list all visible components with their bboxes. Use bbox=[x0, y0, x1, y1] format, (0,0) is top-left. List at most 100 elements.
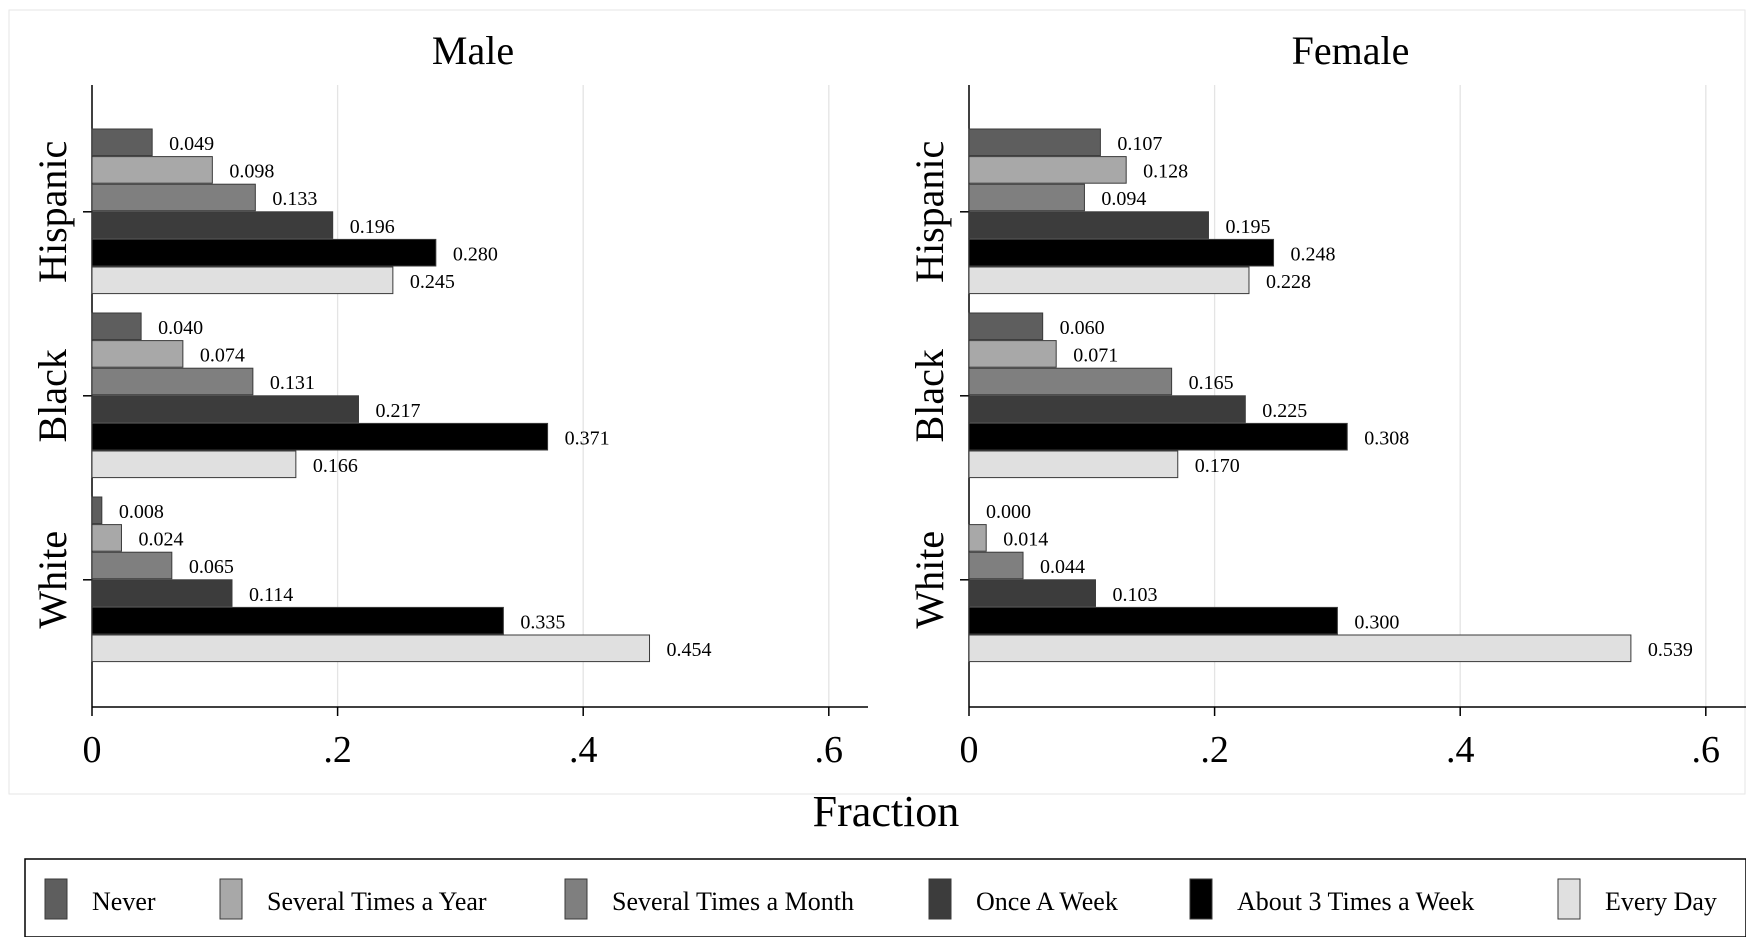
data-label: 0.166 bbox=[313, 455, 358, 477]
x-axis-label: Fraction bbox=[813, 787, 960, 836]
data-label: 0.128 bbox=[1143, 161, 1188, 183]
bar bbox=[968, 579, 1096, 607]
bar bbox=[91, 422, 549, 451]
bar bbox=[968, 238, 1275, 267]
data-label: 0.225 bbox=[1262, 400, 1307, 422]
data-label: 0.074 bbox=[200, 345, 245, 367]
bar bbox=[91, 266, 394, 295]
bar bbox=[91, 524, 122, 552]
bar bbox=[968, 450, 1179, 479]
legend-swatch bbox=[1189, 878, 1213, 920]
x-tick-label: .2 bbox=[1200, 729, 1229, 771]
bar bbox=[968, 211, 1209, 239]
data-label: 0.454 bbox=[667, 639, 712, 661]
panel-male: Male 0 .2 .4 .6 Hispanic 0.049 0.098 0.133 0.196 0… bbox=[30, 28, 868, 771]
data-label: 0.245 bbox=[410, 271, 455, 293]
data-label: 0.217 bbox=[375, 400, 420, 422]
legend-swatch bbox=[928, 878, 952, 920]
legend-box bbox=[24, 858, 1746, 937]
bar bbox=[968, 128, 1101, 157]
panel-female: Female 0 .2 .4 .6 Hispanic 0.107 0.128 0.094 0.19… bbox=[907, 28, 1746, 771]
data-label: 0.107 bbox=[1117, 133, 1162, 155]
x-tick-label: .6 bbox=[1692, 729, 1721, 771]
legend-entry: About 3 Times a Week bbox=[1237, 887, 1474, 916]
x-tick-label: .6 bbox=[815, 729, 844, 771]
data-label: 0.195 bbox=[1225, 216, 1270, 238]
x-tick-label: .4 bbox=[569, 729, 598, 771]
legend-entry: Several Times a Year bbox=[267, 887, 487, 916]
data-label: 0.049 bbox=[169, 133, 214, 155]
panel-title: Male bbox=[432, 28, 514, 73]
legend: Never Several Times a Year Several Times a… bbox=[24, 858, 1746, 937]
legend-entry: Once A Week bbox=[976, 887, 1118, 916]
legend-entry: Every Day bbox=[1605, 887, 1717, 916]
data-label: 0.060 bbox=[1060, 317, 1105, 339]
data-label: 0.040 bbox=[158, 317, 203, 339]
data-label: 0.071 bbox=[1073, 345, 1118, 367]
y-category-label: White bbox=[907, 531, 952, 629]
bar bbox=[968, 266, 1250, 295]
legend-swatch bbox=[44, 878, 68, 920]
data-label: 0.094 bbox=[1101, 188, 1146, 210]
legend-entry: Several Times a Month bbox=[612, 887, 854, 916]
bar bbox=[968, 395, 1246, 423]
legend-entry: Never bbox=[92, 887, 156, 916]
bar bbox=[91, 579, 233, 607]
x-tick-label: .4 bbox=[1446, 729, 1475, 771]
data-label: 0.308 bbox=[1364, 427, 1409, 449]
bar bbox=[91, 156, 213, 184]
data-label: 0.371 bbox=[565, 427, 610, 449]
x-tick-label: 0 bbox=[83, 729, 102, 771]
bar bbox=[968, 634, 1632, 663]
data-label: 0.114 bbox=[249, 584, 293, 606]
data-label: 0.098 bbox=[229, 161, 274, 183]
y-category-label: Hispanic bbox=[907, 141, 952, 283]
x-tick-label: .2 bbox=[323, 729, 352, 771]
data-label: 0.228 bbox=[1266, 271, 1311, 293]
data-label: 0.008 bbox=[119, 501, 164, 523]
bar bbox=[968, 606, 1338, 635]
x-tick-label: 0 bbox=[960, 729, 979, 771]
data-label: 0.044 bbox=[1040, 556, 1085, 578]
data-label: 0.539 bbox=[1648, 639, 1693, 661]
bar bbox=[91, 395, 359, 423]
data-label: 0.133 bbox=[272, 188, 317, 210]
panels: Male 0 .2 .4 .6 Hispanic 0.049 0.098 0.133 0.196 0… bbox=[30, 28, 1746, 771]
bar bbox=[91, 238, 437, 267]
bar bbox=[91, 128, 153, 157]
bar bbox=[91, 312, 142, 341]
data-label: 0.280 bbox=[453, 243, 498, 265]
bar bbox=[91, 183, 256, 212]
data-label: 0.000 bbox=[986, 501, 1031, 523]
data-label: 0.014 bbox=[1003, 529, 1048, 551]
data-label: 0.170 bbox=[1195, 455, 1240, 477]
data-label: 0.103 bbox=[1112, 584, 1157, 606]
y-category-label: White bbox=[30, 531, 75, 629]
y-category-label: Black bbox=[907, 349, 952, 442]
bar bbox=[91, 551, 173, 580]
data-label: 0.196 bbox=[350, 216, 395, 238]
legend-swatch bbox=[1557, 878, 1581, 920]
bar bbox=[91, 634, 651, 663]
bar bbox=[968, 551, 1024, 580]
legend-swatch bbox=[564, 878, 588, 920]
bar bbox=[91, 211, 334, 239]
data-label: 0.065 bbox=[189, 556, 234, 578]
bar bbox=[968, 340, 1057, 368]
legend-swatch bbox=[219, 878, 243, 920]
bar bbox=[91, 340, 184, 368]
bar bbox=[968, 156, 1127, 184]
y-category-label: Black bbox=[30, 349, 75, 442]
data-label: 0.335 bbox=[520, 611, 565, 633]
data-label: 0.300 bbox=[1354, 611, 1399, 633]
bar bbox=[91, 496, 103, 525]
data-label: 0.248 bbox=[1291, 243, 1336, 265]
bar bbox=[91, 606, 504, 635]
bar bbox=[968, 422, 1348, 451]
bar bbox=[968, 524, 987, 552]
bar bbox=[91, 450, 297, 479]
data-label: 0.165 bbox=[1189, 372, 1234, 394]
y-category-label: Hispanic bbox=[30, 141, 75, 283]
data-label: 0.024 bbox=[138, 529, 183, 551]
